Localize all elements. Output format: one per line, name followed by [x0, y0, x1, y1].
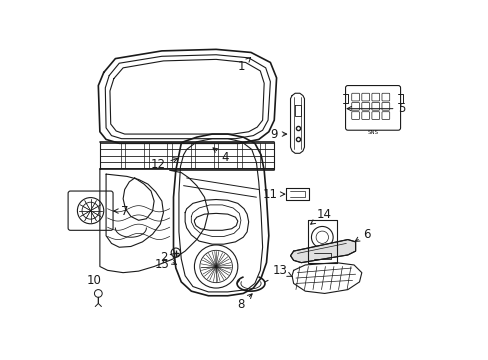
Text: 12: 12 — [150, 158, 177, 171]
Text: 5: 5 — [346, 102, 405, 115]
Text: 2: 2 — [160, 251, 176, 265]
Text: 4: 4 — [213, 148, 229, 164]
Text: SNS: SNS — [367, 130, 378, 135]
Text: 6: 6 — [354, 228, 370, 242]
Text: 10: 10 — [86, 274, 101, 287]
Text: 9: 9 — [270, 127, 286, 140]
Text: 13: 13 — [272, 264, 292, 277]
Text: 14: 14 — [310, 208, 331, 224]
Text: 8: 8 — [237, 294, 252, 311]
Polygon shape — [290, 239, 355, 263]
Text: 11: 11 — [263, 188, 284, 201]
Text: 7: 7 — [114, 204, 128, 217]
Text: 1: 1 — [238, 58, 250, 73]
Text: 15: 15 — [154, 253, 175, 271]
